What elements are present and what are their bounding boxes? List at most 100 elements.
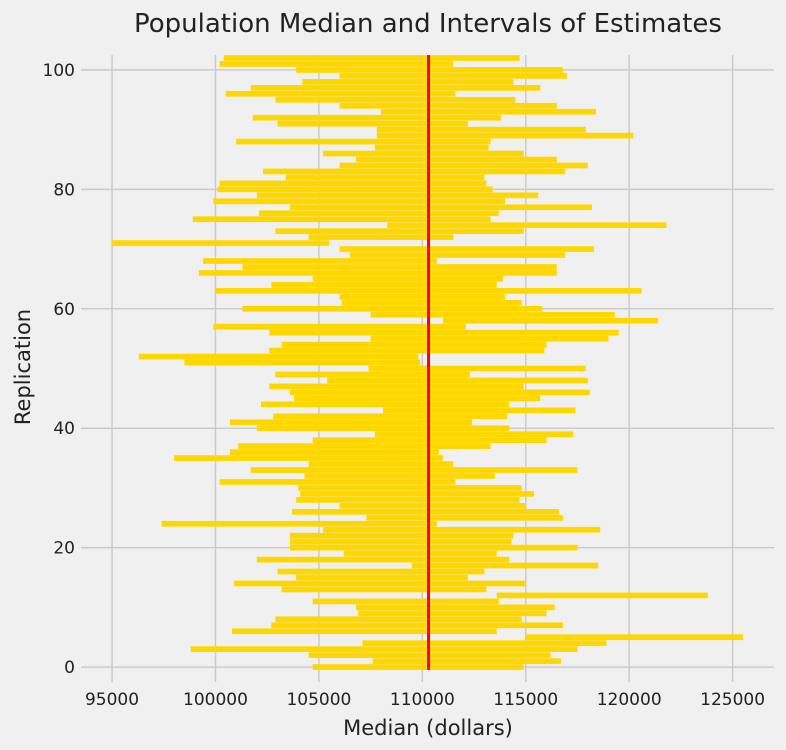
interval-bar-101 [219,61,454,67]
interval-bar-50 [368,365,586,372]
interval-bar-70 [339,246,595,252]
x-tick-label-0: 95000 [85,690,139,710]
interval-bar-62 [339,294,506,300]
interval-bar-73 [275,228,524,234]
x-tick-label-4: 115000 [493,690,558,710]
interval-bar-75 [192,216,491,223]
y-tick-label-4: 80 [53,180,75,200]
interval-bar-76 [258,210,499,217]
interval-bar-97 [250,85,541,91]
interval-bar-19 [343,550,497,557]
x-axis-label: Median (dollars) [343,716,513,740]
interval-bar-20 [289,544,578,551]
interval-bar-98 [302,79,514,85]
interval-bar-1 [372,658,561,664]
interval-bar-40 [256,425,510,432]
interval-bar-79 [256,192,539,199]
interval-bar-47 [269,383,524,390]
interval-bar-30 [298,485,522,491]
y-tick-label-2: 40 [53,419,75,439]
interval-bar-27 [339,503,526,509]
interval-bar-68 [203,258,437,264]
interval-bar-6 [232,628,497,635]
x-tick-label-6: 125000 [700,690,765,710]
interval-bar-23 [323,526,601,533]
interval-bar-31 [219,479,456,485]
interval-bar-96 [225,90,456,97]
interval-bar-86 [323,150,524,157]
interval-bar-92 [252,114,501,121]
interval-bar-35 [174,455,444,461]
interval-bar-43 [383,407,576,414]
x-tick-label-3: 110000 [390,690,455,710]
interval-bar-51 [184,359,421,366]
interval-bar-61 [341,299,522,306]
interval-bar-16 [277,568,485,575]
interval-bar-7 [271,622,563,629]
interval-bar-21 [289,538,512,545]
y-tick-label-3: 60 [53,300,75,320]
interval-bar-44 [260,401,510,408]
interval-bar-10 [356,604,555,611]
interval-bar-77 [289,204,592,211]
interval-bar-12 [496,592,708,599]
interval-bar-83 [263,168,566,175]
tick-labels: 95000 100000 105000 110000 115000 120000 12500… [43,61,766,710]
interval-bar-82 [285,174,485,181]
interval-bar-102 [223,55,520,61]
interval-bar-57 [213,323,466,330]
interval-bar-42 [273,413,508,420]
interval-bar-33 [250,467,578,473]
chart-title: Population Median and Intervals of Estim… [134,9,722,39]
x-tick-label-1: 100000 [183,690,248,710]
interval-bar-34 [308,461,454,467]
interval-bar-39 [374,431,574,438]
interval-bar-49 [275,371,470,378]
interval-bar-71 [112,240,330,246]
interval-bar-99 [339,73,568,79]
interval-bar-26 [292,508,559,515]
interval-bar-67 [242,264,557,270]
interval-bar-93 [380,108,597,115]
interval-bar-17 [411,562,599,569]
interval-bar-15 [296,574,468,581]
interval-bar-46 [289,389,590,396]
interval-bar-91 [277,120,468,127]
interval-bar-74 [387,222,667,229]
interval-bar-64 [271,282,497,288]
interval-bar-54 [281,341,547,348]
interval-bar-13 [281,586,487,593]
interval-bar-8 [275,616,522,623]
interval-bar-24 [161,520,437,527]
interval-bar-14 [234,580,526,587]
interval-bar-84 [339,162,588,169]
interval-bar-85 [356,156,557,163]
interval-bar-59 [370,311,615,318]
interval-bar-53 [269,347,545,354]
interval-bar-65 [312,276,504,282]
interval-bar-80 [217,186,493,193]
interval-bar-41 [229,419,472,426]
interval-bar-48 [327,377,588,384]
interval-bar-60 [242,305,543,312]
interval-bar-88 [236,138,491,145]
interval-bar-55 [370,335,609,342]
interval-bar-3 [190,646,578,652]
x-tick-label-5: 120000 [597,690,662,710]
interval-bar-81 [219,180,487,187]
interval-bar-22 [289,532,514,539]
interval-bar-29 [300,491,535,497]
interval-bar-90 [376,126,586,133]
interval-bar-95 [275,96,516,103]
interval-bar-9 [358,610,547,617]
y-tick-label-5: 100 [43,61,75,81]
interval-bar-87 [374,144,489,151]
interval-bar-32 [304,473,495,479]
interval-bar-11 [312,598,499,605]
interval-bar-28 [296,497,520,503]
y-tick-label-1: 20 [53,539,75,559]
y-axis-label: Replication [11,309,35,425]
x-tick-label-2: 105000 [286,690,351,710]
interval-bar-52 [138,353,419,360]
